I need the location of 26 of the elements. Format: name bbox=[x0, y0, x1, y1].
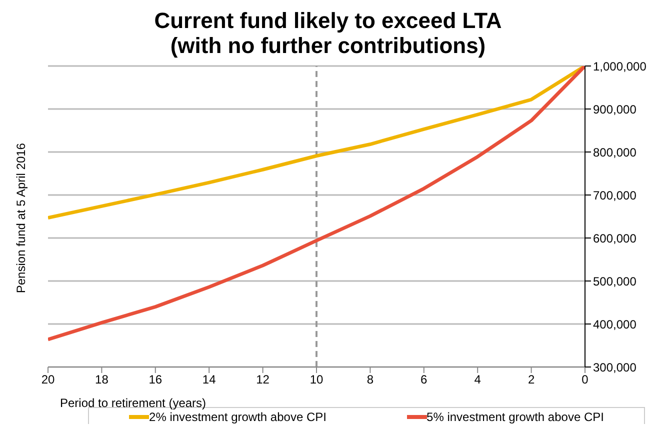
x-tick-label: 10 bbox=[310, 372, 324, 387]
x-tick-label: 8 bbox=[366, 372, 374, 387]
line-series bbox=[48, 66, 585, 220]
x-tick-label: 20 bbox=[41, 372, 55, 387]
x-tick-label: 6 bbox=[420, 372, 428, 387]
y-tick-label: 1,000,000 bbox=[593, 59, 647, 74]
y-axis-title: Pension fund at 5 April 2016 bbox=[14, 142, 28, 294]
y-tick-label: 900,000 bbox=[593, 102, 637, 116]
legend-label: 5% investment growth above CPI bbox=[426, 410, 604, 424]
x-tick-label: 2 bbox=[528, 372, 535, 387]
x-tick-label: 18 bbox=[95, 372, 109, 387]
y-tick-label: 800,000 bbox=[593, 145, 637, 160]
legend-label: 2% investment growth above CPI bbox=[148, 410, 326, 424]
x-axis-title: Period to retirement (years) bbox=[60, 396, 206, 410]
x-tick-label: 16 bbox=[148, 372, 162, 387]
x-tick-label: 12 bbox=[256, 372, 270, 387]
line-series bbox=[48, 66, 585, 342]
y-tick-label: 400,000 bbox=[593, 317, 637, 332]
x-tick-label: 0 bbox=[582, 372, 589, 387]
y-tick-label: 600,000 bbox=[593, 231, 637, 246]
y-tick-label: 300,000 bbox=[593, 360, 637, 374]
chart-title: Current fund likely to exceed LTA (with no further contributions) bbox=[153, 8, 503, 58]
x-tick-label: 4 bbox=[474, 372, 482, 387]
y-tick-label: 700,000 bbox=[593, 188, 637, 202]
x-tick-label: 14 bbox=[202, 372, 216, 387]
y-tick-label: 500,000 bbox=[593, 274, 637, 288]
